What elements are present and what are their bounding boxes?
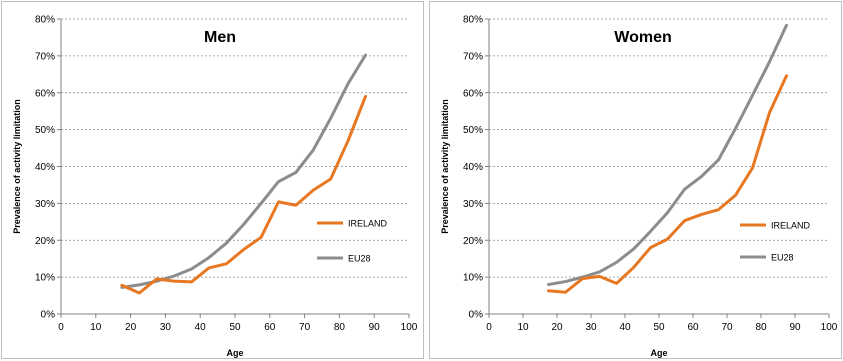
- y-tick-label: 80%: [463, 15, 483, 26]
- legend-label-eu28: EU28: [771, 253, 794, 263]
- series-ireland: [120, 94, 367, 295]
- chart-panel-men: 0% 10% 20% 30% 40% 50% 60% 70% 80% 0 10 20 30 40 50 60 7…: [1, 1, 424, 359]
- x-tick-label: 10: [517, 322, 529, 333]
- x-tick-label: 60: [687, 322, 699, 333]
- x-tick-label: 0: [486, 322, 492, 333]
- chart-panel-women: 0% 10% 20% 30% 40% 50% 60% 70% 80% 0 10 20 30 40 50 60 7…: [429, 1, 842, 359]
- x-tick-label: 30: [585, 322, 597, 333]
- x-tick-label: 40: [619, 322, 631, 333]
- y-tick-label: 70%: [463, 51, 483, 62]
- legend-label-ireland: IRELAND: [348, 219, 388, 229]
- y-tick-label: 60%: [463, 88, 483, 99]
- y-tick-label: 50%: [463, 125, 483, 136]
- x-tick-label: 80: [755, 322, 767, 333]
- x-tick-label: 20: [125, 322, 137, 333]
- series-line-ireland: [547, 74, 788, 294]
- y-tick-label: 0%: [41, 310, 56, 321]
- series-line-ireland: [120, 94, 367, 295]
- x-tick-label: 50: [653, 322, 665, 333]
- x-tick-label: 80: [334, 322, 346, 333]
- panel-frame: [1, 1, 424, 359]
- series-ireland: [547, 74, 788, 294]
- y-tick-label: 50%: [35, 125, 55, 136]
- x-tick-label: 10: [90, 322, 102, 333]
- y-tick-label: 60%: [35, 88, 55, 99]
- y-tick-label: 80%: [35, 15, 55, 26]
- y-tick-label: 40%: [35, 162, 55, 173]
- legend-label-ireland: IRELAND: [771, 221, 811, 231]
- x-tick-label: 60: [264, 322, 276, 333]
- x-tick-label: 50: [229, 322, 241, 333]
- y-axis-title: Prevalence of activity limitation: [12, 99, 22, 234]
- y-tick-label: 10%: [35, 273, 55, 284]
- y-tick-label: 70%: [35, 51, 55, 62]
- series-line-eu28: [547, 23, 788, 286]
- x-tick-label: 90: [789, 322, 801, 333]
- y-tick-label: 20%: [463, 236, 483, 247]
- y-tick-label: 10%: [463, 273, 483, 284]
- panel-frame: [429, 1, 842, 359]
- x-axis-title: Age: [226, 348, 243, 358]
- x-axis-title: Age: [650, 348, 667, 358]
- y-tick-label: 30%: [463, 199, 483, 210]
- x-tick-label: 70: [721, 322, 733, 333]
- x-tick-label: 90: [369, 322, 381, 333]
- x-tick-label: 0: [58, 322, 64, 333]
- y-tick-label: 40%: [463, 162, 483, 173]
- x-tick-label: 100: [821, 322, 838, 333]
- x-tick-label: 30: [160, 322, 172, 333]
- y-tick-label: 20%: [35, 236, 55, 247]
- series-eu28: [547, 23, 788, 286]
- x-tick-label: 100: [401, 322, 418, 333]
- y-tick-label: 30%: [35, 199, 55, 210]
- chart-title: Men: [204, 29, 236, 46]
- y-axis-title: Prevalence of activity limitation: [440, 99, 450, 234]
- chart-title: Women: [614, 29, 671, 46]
- legend: IRELAND EU28: [740, 221, 811, 263]
- legend: IRELAND EU28: [317, 219, 388, 264]
- x-tick-label: 70: [299, 322, 311, 333]
- x-tick-label: 40: [195, 322, 207, 333]
- x-tick-label: 20: [551, 322, 563, 333]
- y-tick-label: 0%: [469, 310, 484, 321]
- legend-label-eu28: EU28: [348, 254, 371, 264]
